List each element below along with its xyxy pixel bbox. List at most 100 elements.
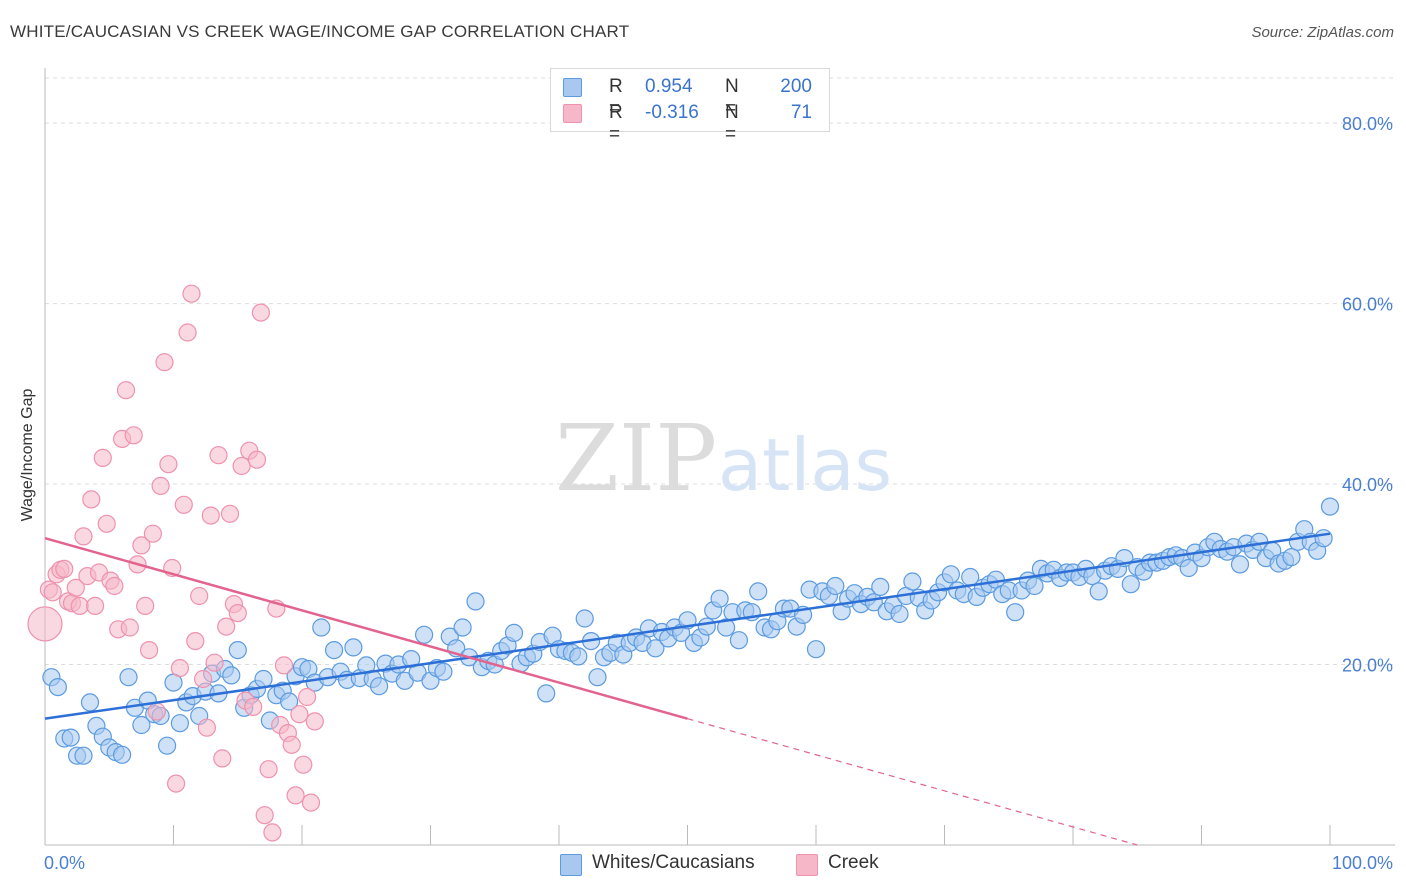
y-tick-label: 40.0% — [1342, 475, 1393, 495]
whites-point — [826, 576, 845, 596]
creek-point — [143, 524, 162, 543]
whites-point — [1025, 576, 1044, 596]
creek-point — [186, 631, 205, 651]
whites-point — [61, 728, 80, 747]
chart-title: WHITE/CAUCASIAN VS CREEK WAGE/INCOME GAP… — [10, 22, 630, 41]
whites-point — [112, 745, 132, 764]
creek-point — [147, 702, 166, 721]
legend-swatch-whites — [560, 854, 582, 876]
axes — [44, 68, 1395, 846]
creek-point — [70, 596, 89, 616]
whites-point — [1230, 555, 1250, 574]
y-tick-labels: 20.0% 40.0% 60.0% 80.0% — [1342, 114, 1393, 675]
watermark-atlas: atlas — [718, 423, 892, 507]
creek-point — [259, 760, 278, 779]
creek-point — [209, 446, 228, 465]
creek-point — [140, 640, 159, 660]
whites-point — [710, 589, 729, 608]
whites-point — [280, 692, 299, 711]
creek-point — [159, 455, 178, 474]
creek-point — [167, 774, 186, 793]
whites-point — [890, 604, 909, 624]
legend-label-creek: Creek — [828, 852, 879, 873]
whites-point — [871, 577, 890, 597]
creek-point — [151, 476, 170, 495]
whites-point — [1089, 582, 1108, 601]
legend-n-value: 71 — [790, 102, 812, 123]
x-tick-label-min: 0.0% — [44, 853, 85, 873]
creek-point — [263, 823, 282, 842]
creek-point — [155, 353, 174, 372]
whites-point — [228, 640, 247, 660]
trend-lines — [44, 532, 1331, 846]
whites-point — [749, 582, 768, 601]
whites-point — [119, 668, 138, 687]
creek-point — [201, 506, 220, 525]
creek-trend-line — [44, 536, 688, 720]
creek-point — [66, 578, 85, 597]
creek-point — [197, 718, 216, 737]
creek-point — [290, 705, 309, 724]
creek-point — [251, 303, 270, 322]
creek-point — [286, 786, 305, 805]
watermark: ZIP atlas — [555, 405, 892, 512]
legend-n-label: N = — [725, 102, 739, 145]
creek-point — [217, 617, 236, 636]
y-tick-label: 20.0% — [1342, 656, 1393, 676]
whites-point — [1282, 547, 1301, 567]
whites-point — [1006, 603, 1025, 622]
creek-point — [93, 448, 112, 467]
creek-point — [97, 514, 116, 533]
whites-point — [254, 669, 273, 689]
whites-trend-line — [44, 532, 1331, 720]
creek-point — [132, 536, 151, 555]
creek-point — [170, 658, 189, 678]
correlation-legend: R = 0.954 N = 200 R = -0.316 N = 71 — [550, 68, 830, 145]
whites-point — [716, 618, 736, 637]
whites-point — [806, 640, 826, 659]
whites-point — [222, 666, 241, 685]
whites-point — [434, 662, 453, 681]
whites-point — [569, 647, 588, 666]
whites-point — [453, 618, 472, 637]
creek-point — [190, 586, 209, 606]
creek-point — [105, 576, 124, 596]
y-tick-label: 80.0% — [1342, 114, 1393, 134]
legend-swatch-creek — [796, 854, 818, 876]
creek-point — [305, 712, 324, 731]
whites-point — [903, 572, 922, 591]
creek-point — [74, 527, 93, 546]
whites-point — [80, 693, 100, 712]
creek-point — [82, 490, 101, 509]
x-tick-label-max: 100.0% — [1332, 853, 1393, 873]
whites-point — [588, 668, 607, 687]
creek-point — [294, 755, 313, 774]
whites-point — [646, 639, 665, 658]
legend-n-label: N = — [725, 76, 739, 119]
creek-trend-extension — [687, 718, 1138, 846]
creek-point — [194, 669, 213, 689]
creek-point — [120, 618, 139, 637]
whites-point — [132, 715, 151, 735]
creek-point — [244, 697, 263, 717]
creek-point — [182, 284, 201, 303]
grid-lines — [45, 77, 1395, 666]
creek-point — [116, 381, 136, 400]
creek-point — [213, 749, 232, 768]
whites-point — [504, 623, 524, 643]
legend-swatch-whites — [563, 78, 582, 97]
whites-point — [415, 625, 434, 644]
whites-point — [344, 638, 363, 657]
creek-point — [55, 559, 74, 579]
whites-point — [466, 592, 485, 611]
whites-point — [74, 746, 93, 765]
creek-point — [178, 323, 197, 342]
creek-point — [228, 603, 247, 623]
whites-point — [575, 609, 594, 628]
whites-point — [1320, 497, 1340, 516]
creek-point — [136, 596, 155, 616]
creek-point — [255, 806, 274, 825]
whites-point — [697, 617, 716, 636]
legend-r-value: 0.954 — [645, 76, 693, 97]
